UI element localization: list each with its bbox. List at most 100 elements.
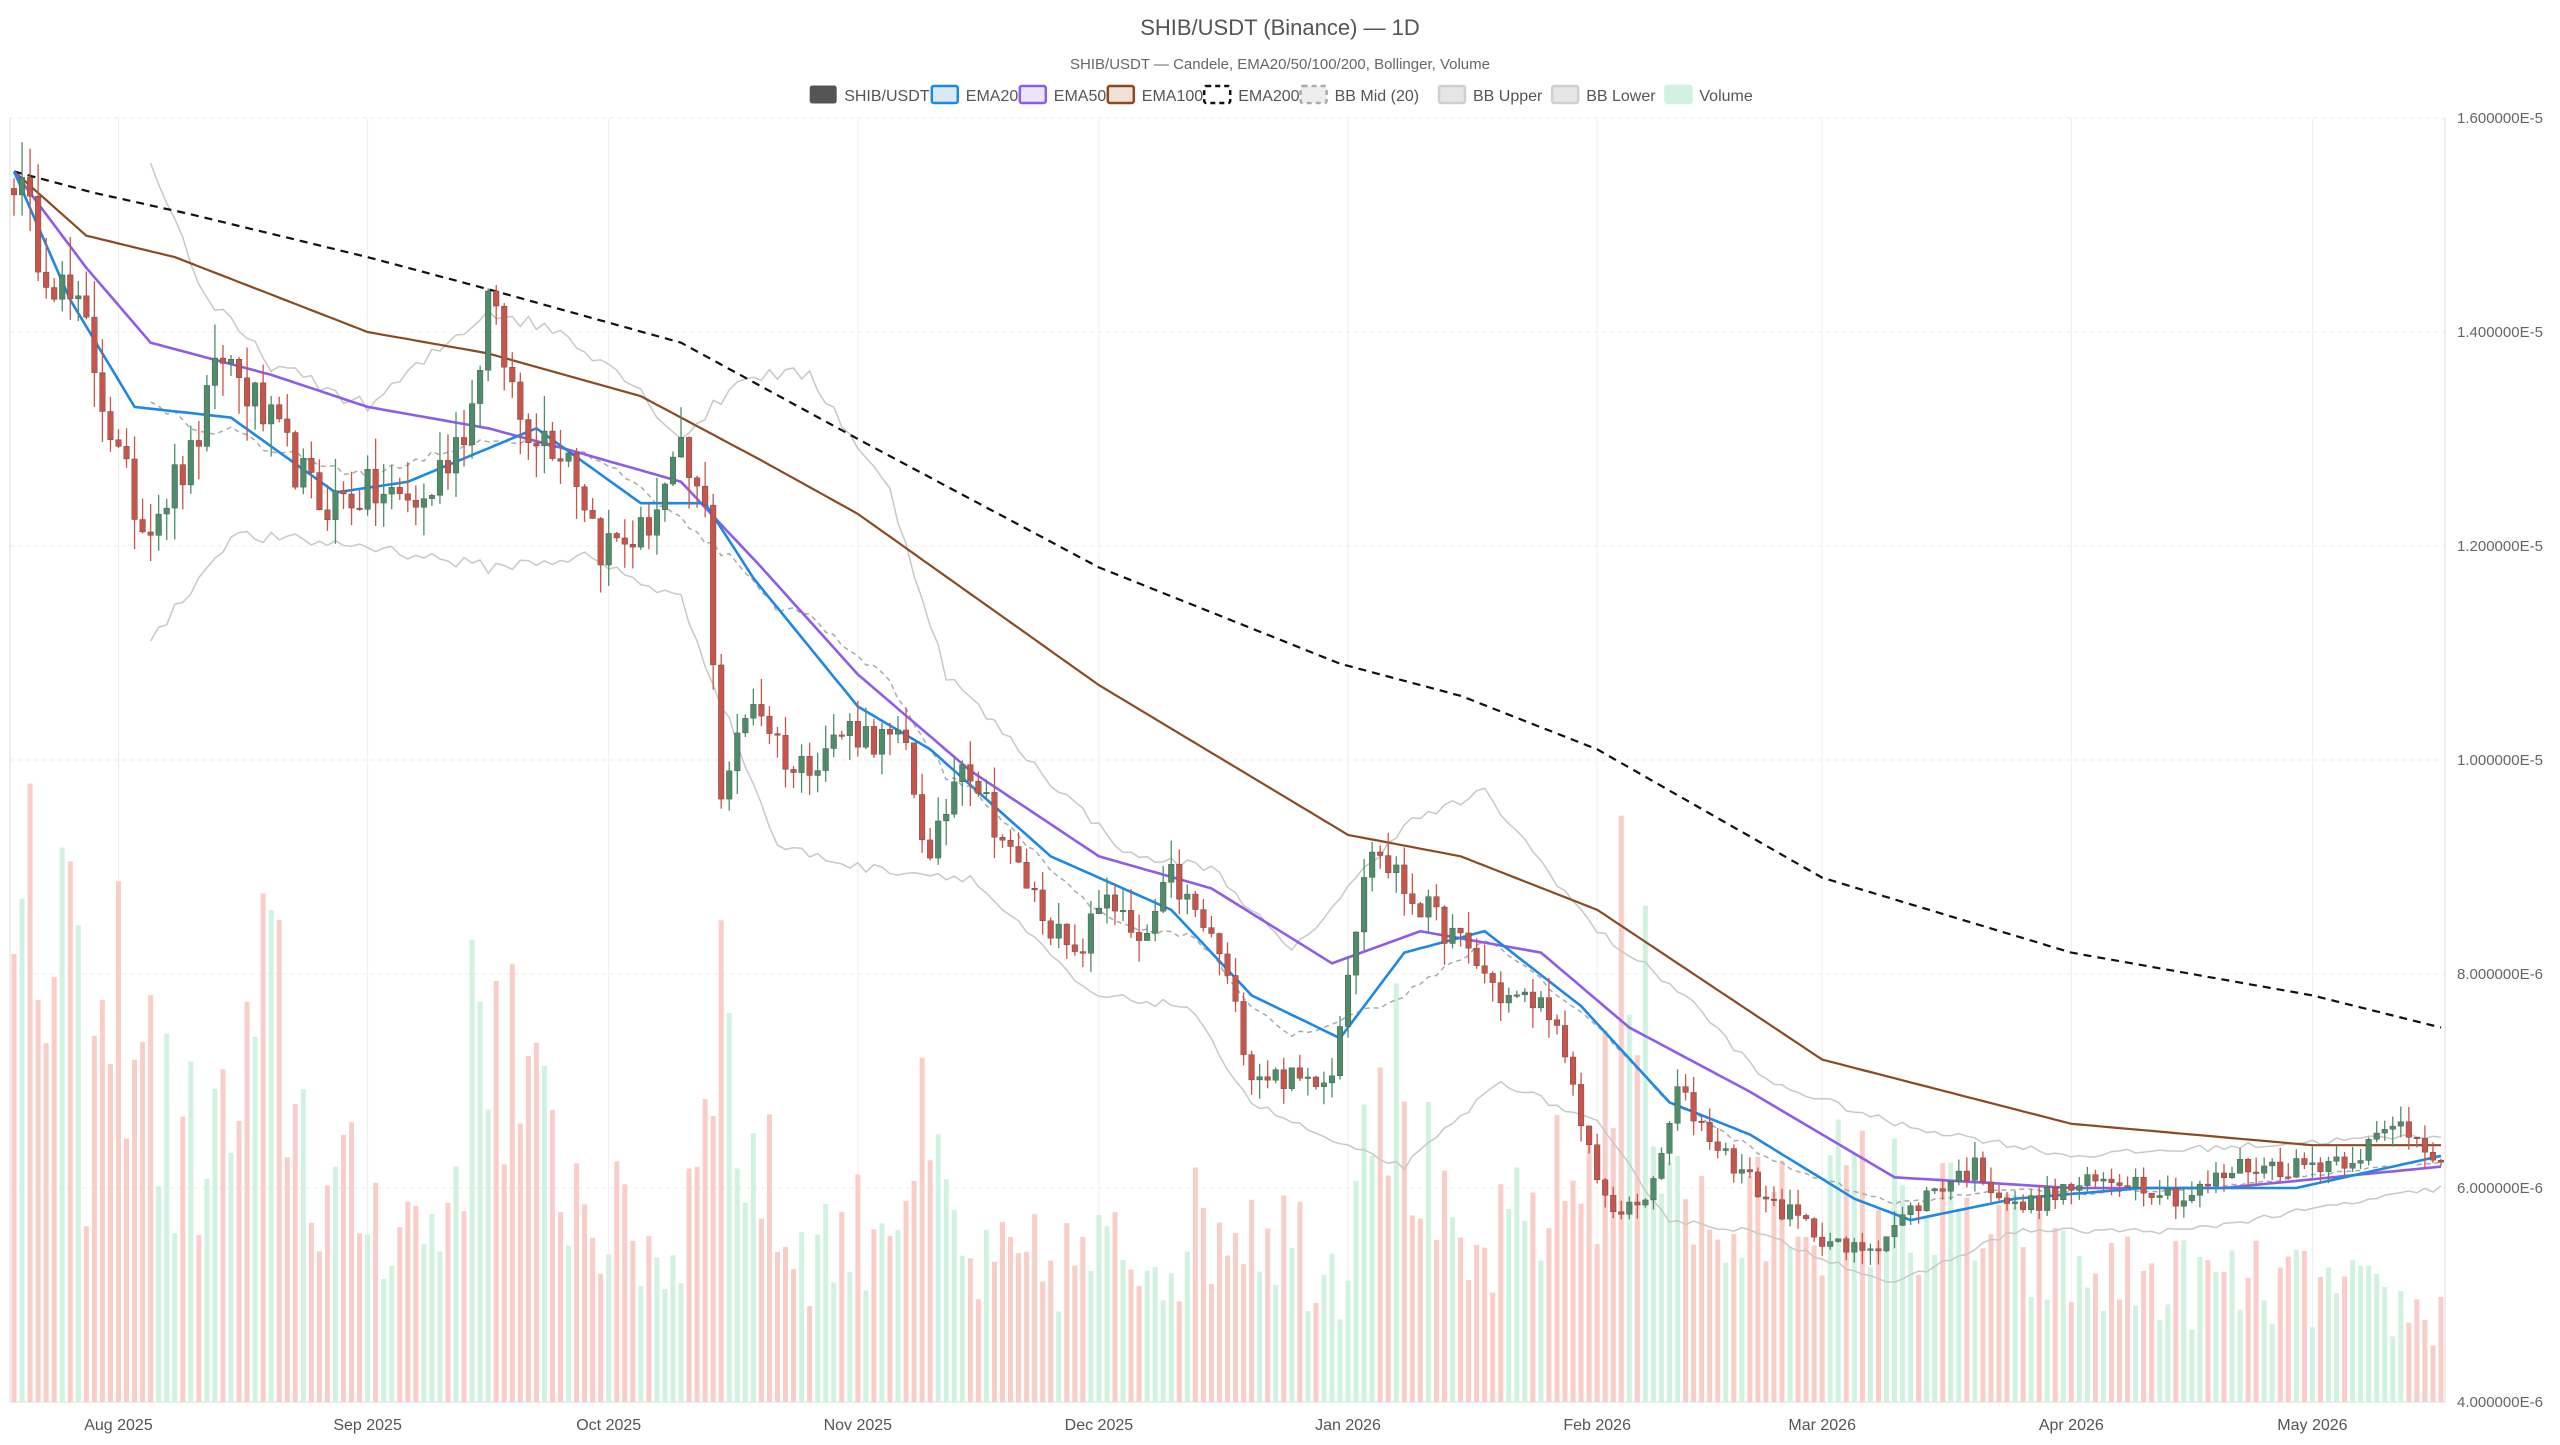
candle-body xyxy=(742,718,749,734)
candle-body xyxy=(894,729,902,735)
candle-body xyxy=(1425,896,1432,918)
volume-bar xyxy=(1610,1128,1616,1402)
volume-bar xyxy=(260,893,266,1402)
candle-body xyxy=(541,430,548,447)
candle-body xyxy=(2301,1158,2308,1165)
candle-body xyxy=(1859,1242,1866,1251)
volume-bar xyxy=(919,1057,925,1402)
candle-body xyxy=(1336,1026,1344,1077)
volume-bar xyxy=(196,1235,202,1402)
candle-body xyxy=(2204,1183,2211,1187)
volume-bar xyxy=(1948,1162,1954,1402)
volume-bar xyxy=(51,977,57,1402)
volume-bar xyxy=(180,1116,186,1402)
volume-bar xyxy=(1851,1154,1857,1402)
candle-body xyxy=(782,735,789,770)
candle-body xyxy=(2020,1201,2027,1210)
volume-bar xyxy=(1104,1226,1110,1402)
volume-bar xyxy=(1128,1269,1134,1402)
candle-body xyxy=(517,381,524,420)
volume-bar xyxy=(1441,1170,1447,1402)
candle-body xyxy=(589,510,596,519)
volume-bar xyxy=(1490,1292,1496,1402)
volume-bar xyxy=(1208,1284,1214,1402)
candle-body xyxy=(35,196,42,273)
candle-body xyxy=(163,507,170,515)
candle-body xyxy=(983,792,990,795)
candle-body xyxy=(1176,864,1183,900)
legend-swatch xyxy=(1202,84,1232,105)
candle-body xyxy=(244,377,251,407)
candle-body xyxy=(219,357,226,364)
candle-body xyxy=(396,487,403,494)
candle-body xyxy=(147,531,154,536)
volume-bar xyxy=(1417,1218,1423,1402)
volume-bar xyxy=(43,1043,49,1402)
x-tick-label: Dec 2025 xyxy=(1065,1417,1134,1434)
volume-bar xyxy=(911,1181,917,1402)
candle-body xyxy=(2084,1174,2091,1186)
volume-bar xyxy=(1514,1167,1520,1402)
candle-body xyxy=(485,290,492,371)
volume-bar xyxy=(1972,1260,1978,1402)
volume-bar xyxy=(2309,1327,2315,1402)
volume-bar xyxy=(1586,1139,1592,1402)
volume-bar xyxy=(1924,1214,1930,1402)
candle-body xyxy=(1891,1225,1898,1237)
candle-body xyxy=(1947,1181,1954,1192)
volume-bar xyxy=(244,1001,250,1402)
candle-body xyxy=(1377,851,1384,856)
candle-body xyxy=(2116,1182,2123,1186)
volume-bar xyxy=(300,1089,306,1402)
legend-swatch xyxy=(809,85,837,104)
candle-body xyxy=(453,437,460,474)
candle-body xyxy=(107,411,114,440)
candle-body xyxy=(1361,877,1368,933)
candle-body xyxy=(19,177,26,196)
volume-bar xyxy=(863,1290,869,1402)
volume-bar xyxy=(887,1235,893,1402)
volume-bar xyxy=(517,1123,523,1402)
volume-bar xyxy=(1040,1281,1046,1402)
volume-bar xyxy=(2229,1250,2235,1402)
volume-bar xyxy=(453,1166,459,1402)
volume-bar xyxy=(1667,1162,1672,1402)
volume-bar xyxy=(1088,1270,1094,1402)
volume-bar xyxy=(2430,1345,2436,1402)
volume-bar xyxy=(2020,1247,2026,1402)
candle-body xyxy=(1095,907,1102,914)
candle-body xyxy=(276,404,283,420)
volume-bar xyxy=(308,1222,314,1402)
volume-bar xyxy=(2189,1329,2195,1402)
candle-body xyxy=(2196,1183,2203,1196)
candle-body xyxy=(967,764,974,782)
volume-bars xyxy=(11,783,2444,1402)
candle-body xyxy=(284,418,291,433)
candle-body xyxy=(1369,851,1376,878)
volume-bar xyxy=(437,1251,443,1402)
volume-bar xyxy=(1900,1185,1906,1402)
candle-body xyxy=(2421,1138,2428,1153)
candle-body xyxy=(1698,1120,1705,1123)
volume-bar xyxy=(284,1157,290,1402)
volume-bar xyxy=(1795,1236,1801,1402)
candle-body xyxy=(2140,1176,2147,1194)
volume-bar xyxy=(1506,1208,1512,1402)
volume-bar xyxy=(1562,1200,1568,1402)
candle-body xyxy=(292,432,299,488)
candle-body xyxy=(2092,1174,2099,1182)
candle-body xyxy=(1144,932,1151,941)
volume-bar xyxy=(1225,1255,1230,1402)
candle-body xyxy=(461,437,468,445)
candle-body xyxy=(2237,1159,2244,1174)
candle-body xyxy=(1256,1076,1263,1081)
volume-bar xyxy=(1715,1239,1721,1402)
volume-bar xyxy=(1297,1201,1303,1402)
candle-body xyxy=(2132,1176,2139,1188)
candle-body xyxy=(661,483,668,510)
candle-body xyxy=(959,764,966,782)
volume-bar xyxy=(1908,1252,1914,1402)
volume-bar xyxy=(1425,1102,1431,1402)
candle-body xyxy=(1232,975,1239,1002)
x-tick-label: Mar 2026 xyxy=(1788,1417,1856,1434)
